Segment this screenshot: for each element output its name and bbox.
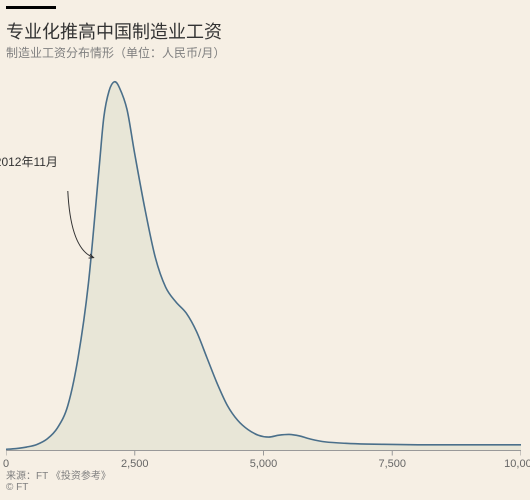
plot-area: 02,5005,0007,50010,000 — [6, 80, 521, 450]
x-tick-label: 2,500 — [121, 458, 149, 470]
x-tick-label: 5,000 — [250, 458, 278, 470]
series-annotation-label: 2012年11月 — [0, 153, 58, 170]
x-tick-label: 10,000 — [504, 458, 530, 470]
chart-subtitle: 制造业工资分布情形（单位：人民币/月） — [6, 44, 225, 61]
annotation-arrow — [68, 191, 94, 258]
source-text: 来源：FT 《投资参考》 — [6, 467, 111, 482]
header-accent-bar — [6, 6, 56, 9]
copyright-text: © FT — [6, 482, 28, 493]
distribution-area — [6, 82, 521, 450]
chart-root: 专业化推高中国制造业工资 制造业工资分布情形（单位：人民币/月） 02,5005… — [0, 0, 530, 500]
x-tick-label: 7,500 — [378, 458, 406, 470]
chart-title: 专业化推高中国制造业工资 — [6, 18, 222, 44]
